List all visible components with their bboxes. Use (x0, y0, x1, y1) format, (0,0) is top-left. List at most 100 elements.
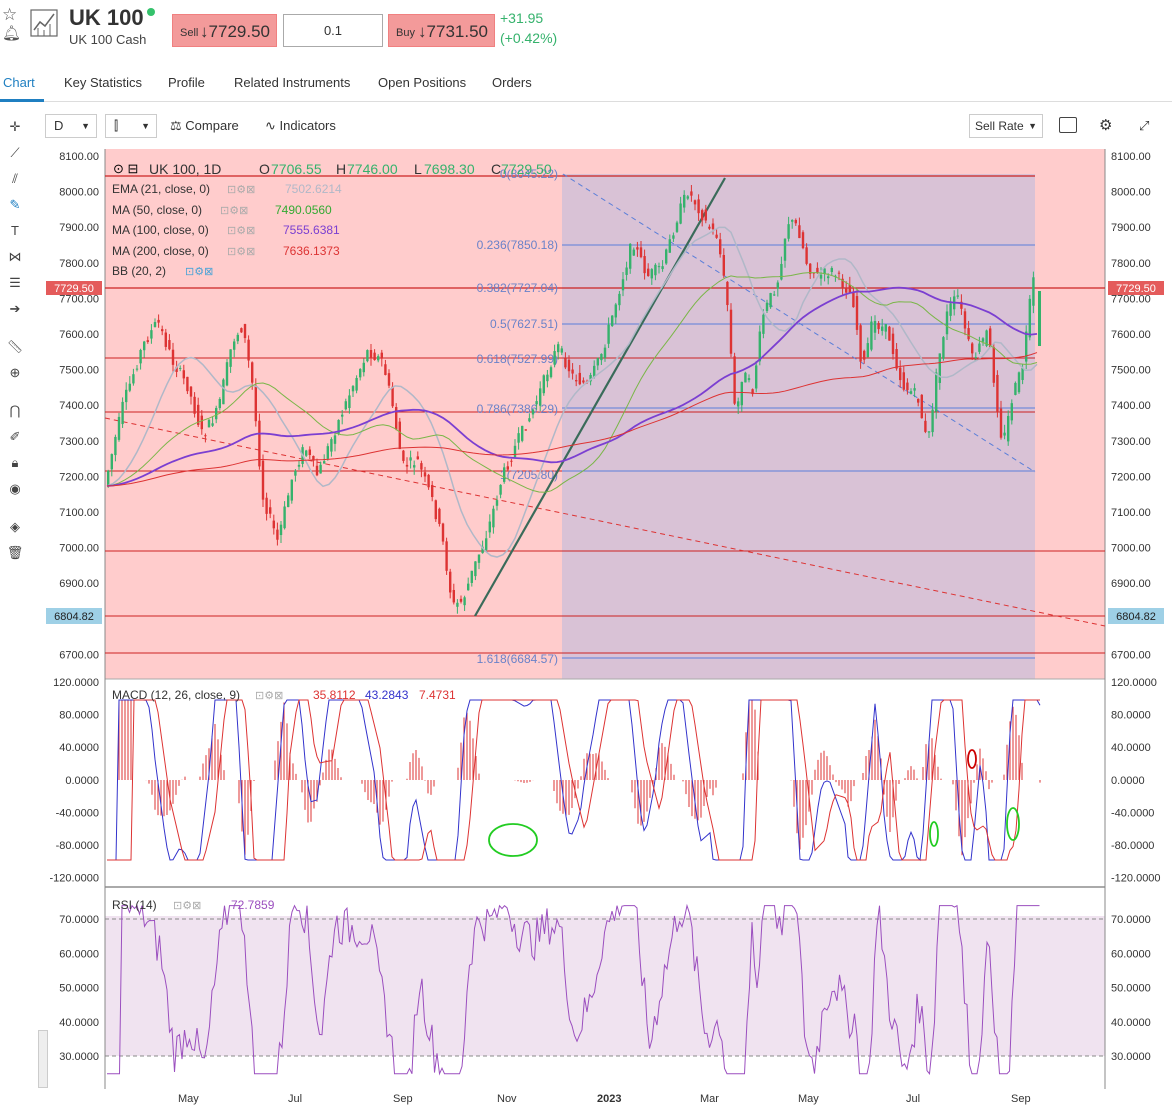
candle-body (560, 348, 563, 353)
tab-key-statistics[interactable]: Key Statistics (64, 75, 143, 90)
zoom-icon[interactable]: ⊕ (9, 365, 21, 380)
candle-body (618, 293, 621, 306)
sell-button[interactable]: Sell ↓7729.50 (172, 14, 277, 47)
bell-icon[interactable]: 🔔︎ (2, 25, 22, 42)
chart-type-select[interactable]: ⫿ ▼ (105, 114, 157, 138)
tab-chart[interactable]: Chart (3, 75, 35, 90)
trash-icon[interactable]: 🗑︎ (6, 545, 24, 560)
candle-body (366, 350, 369, 362)
candle-body (258, 420, 261, 467)
annotation-circle (929, 821, 939, 847)
tab-profile[interactable]: Profile (168, 75, 205, 90)
candle-body (423, 472, 427, 477)
tab-open-positions[interactable]: Open Positions (378, 75, 467, 90)
price-tick: 7900.00 (1111, 222, 1151, 234)
candle-body (557, 344, 560, 353)
indicators-button[interactable]: ∿ Indicators (265, 118, 336, 134)
price-tick: 8000.00 (59, 187, 99, 199)
bb-controls-icon[interactable]: ⊡⚙⊠ (185, 266, 213, 278)
candle-body (121, 401, 124, 425)
ruler-icon[interactable]: 📏︎ (6, 339, 24, 354)
candle-body (733, 356, 736, 404)
low-price-left: 6804.82 (54, 611, 94, 623)
chart-area[interactable]: 0(8045.22) 0.236(7850.18) 0.382(7727.04)… (45, 146, 1165, 1092)
quantity-input[interactable]: 0.1 (283, 14, 383, 47)
pattern-icon[interactable]: ⋈ (8, 249, 22, 264)
candle-body (949, 303, 952, 316)
candle-body (125, 389, 128, 403)
brush-icon[interactable]: ✎ (9, 197, 21, 212)
eye-icon[interactable]: ◉ (9, 481, 21, 496)
ema-controls-icon[interactable]: ⊡⚙⊠ (227, 184, 255, 196)
rsi-pane (107, 903, 1040, 1076)
magnet-icon[interactable]: ⋂ (9, 403, 21, 418)
candle-body (1014, 382, 1017, 395)
macd-controls-icon[interactable]: ⊡⚙⊠ (255, 690, 283, 702)
fullscreen-box-icon[interactable] (1059, 117, 1077, 133)
candle-body (344, 401, 347, 410)
candle-body (881, 326, 884, 331)
candle-body (942, 337, 945, 359)
candle-body (427, 474, 430, 488)
interval-select[interactable]: D ▼ (45, 114, 97, 138)
tab-related-instruments[interactable]: Related Instruments (234, 75, 351, 90)
candle-body (200, 415, 203, 430)
candle-body (816, 267, 819, 273)
tab-orders[interactable]: Orders (492, 75, 532, 90)
candle-body (189, 386, 193, 397)
current-price-right: 7729.50 (1116, 283, 1156, 295)
ma200-label: MA (200, close, 0) (112, 244, 209, 258)
crosshair-icon[interactable]: ✛ (9, 119, 21, 134)
candle-body (575, 380, 578, 382)
expand-icon[interactable]: ⤢ (1139, 118, 1150, 133)
ema-line (106, 226, 1038, 558)
interval-value: D (54, 118, 64, 133)
time-label: Jul (906, 1093, 921, 1105)
legend-toggle-icons[interactable]: ⊙ ⊟ (113, 161, 138, 176)
price-chart[interactable]: 0(8045.22) 0.236(7850.18) 0.382(7727.04)… (45, 146, 1165, 1092)
candle-body (740, 381, 743, 406)
legend-title: UK 100, 1D (149, 161, 221, 177)
candle-body (827, 276, 830, 279)
ma200-controls-icon[interactable]: ⊡⚙⊠ (227, 246, 255, 258)
candle-body (319, 464, 322, 474)
candle-body (272, 520, 275, 529)
candle-body (132, 374, 135, 384)
arrow-icon[interactable]: ➔ (9, 301, 21, 316)
candle-body (1025, 331, 1028, 362)
ma100-controls-icon[interactable]: ⊡⚙⊠ (227, 225, 255, 237)
compare-button[interactable]: ⚖ Compare (170, 118, 239, 134)
rsi-tick: 70.0000 (1111, 914, 1151, 926)
sell-label: Sell (180, 27, 199, 39)
candle-body (380, 352, 383, 359)
layers-icon[interactable]: ◈ (10, 519, 20, 534)
candle-body (614, 304, 617, 318)
rate-select[interactable]: Sell Rate ▼ (969, 114, 1043, 138)
trend-line-icon[interactable]: ⟋ (10, 145, 20, 160)
fib-icon[interactable]: ☰ (9, 275, 21, 290)
pitchfork-icon[interactable]: ⫽ (12, 171, 18, 186)
rsi-controls-icon[interactable]: ⊡⚙⊠ (173, 900, 201, 912)
scroll-handle[interactable] (38, 1030, 48, 1088)
price-change-pct: (+0.42%) (500, 30, 558, 46)
candle-body (686, 196, 689, 199)
text-icon[interactable]: T (11, 223, 19, 238)
settings-icon[interactable]: ⚙ (1099, 117, 1113, 134)
star-icon[interactable]: ☆ (2, 5, 18, 24)
candle-body (791, 219, 794, 222)
candle-body (888, 326, 891, 341)
lock-icon[interactable]: 🔒︎ (11, 455, 19, 470)
price-tick: 7700.00 (1111, 293, 1151, 305)
ma50-controls-icon[interactable]: ⊡⚙⊠ (220, 205, 248, 217)
pencil-lock-icon[interactable]: ✐ (9, 429, 21, 444)
annotation-circle (488, 823, 538, 857)
candle-body (139, 349, 142, 364)
h-value: 7746.00 (347, 161, 398, 177)
candle-body (603, 347, 607, 358)
candle-body (1038, 291, 1041, 346)
candle-body (999, 408, 1003, 438)
candle-body (326, 446, 329, 459)
candle-body (830, 268, 833, 272)
candle-body (773, 294, 776, 296)
buy-button[interactable]: Buy ↓7731.50 (388, 14, 495, 47)
